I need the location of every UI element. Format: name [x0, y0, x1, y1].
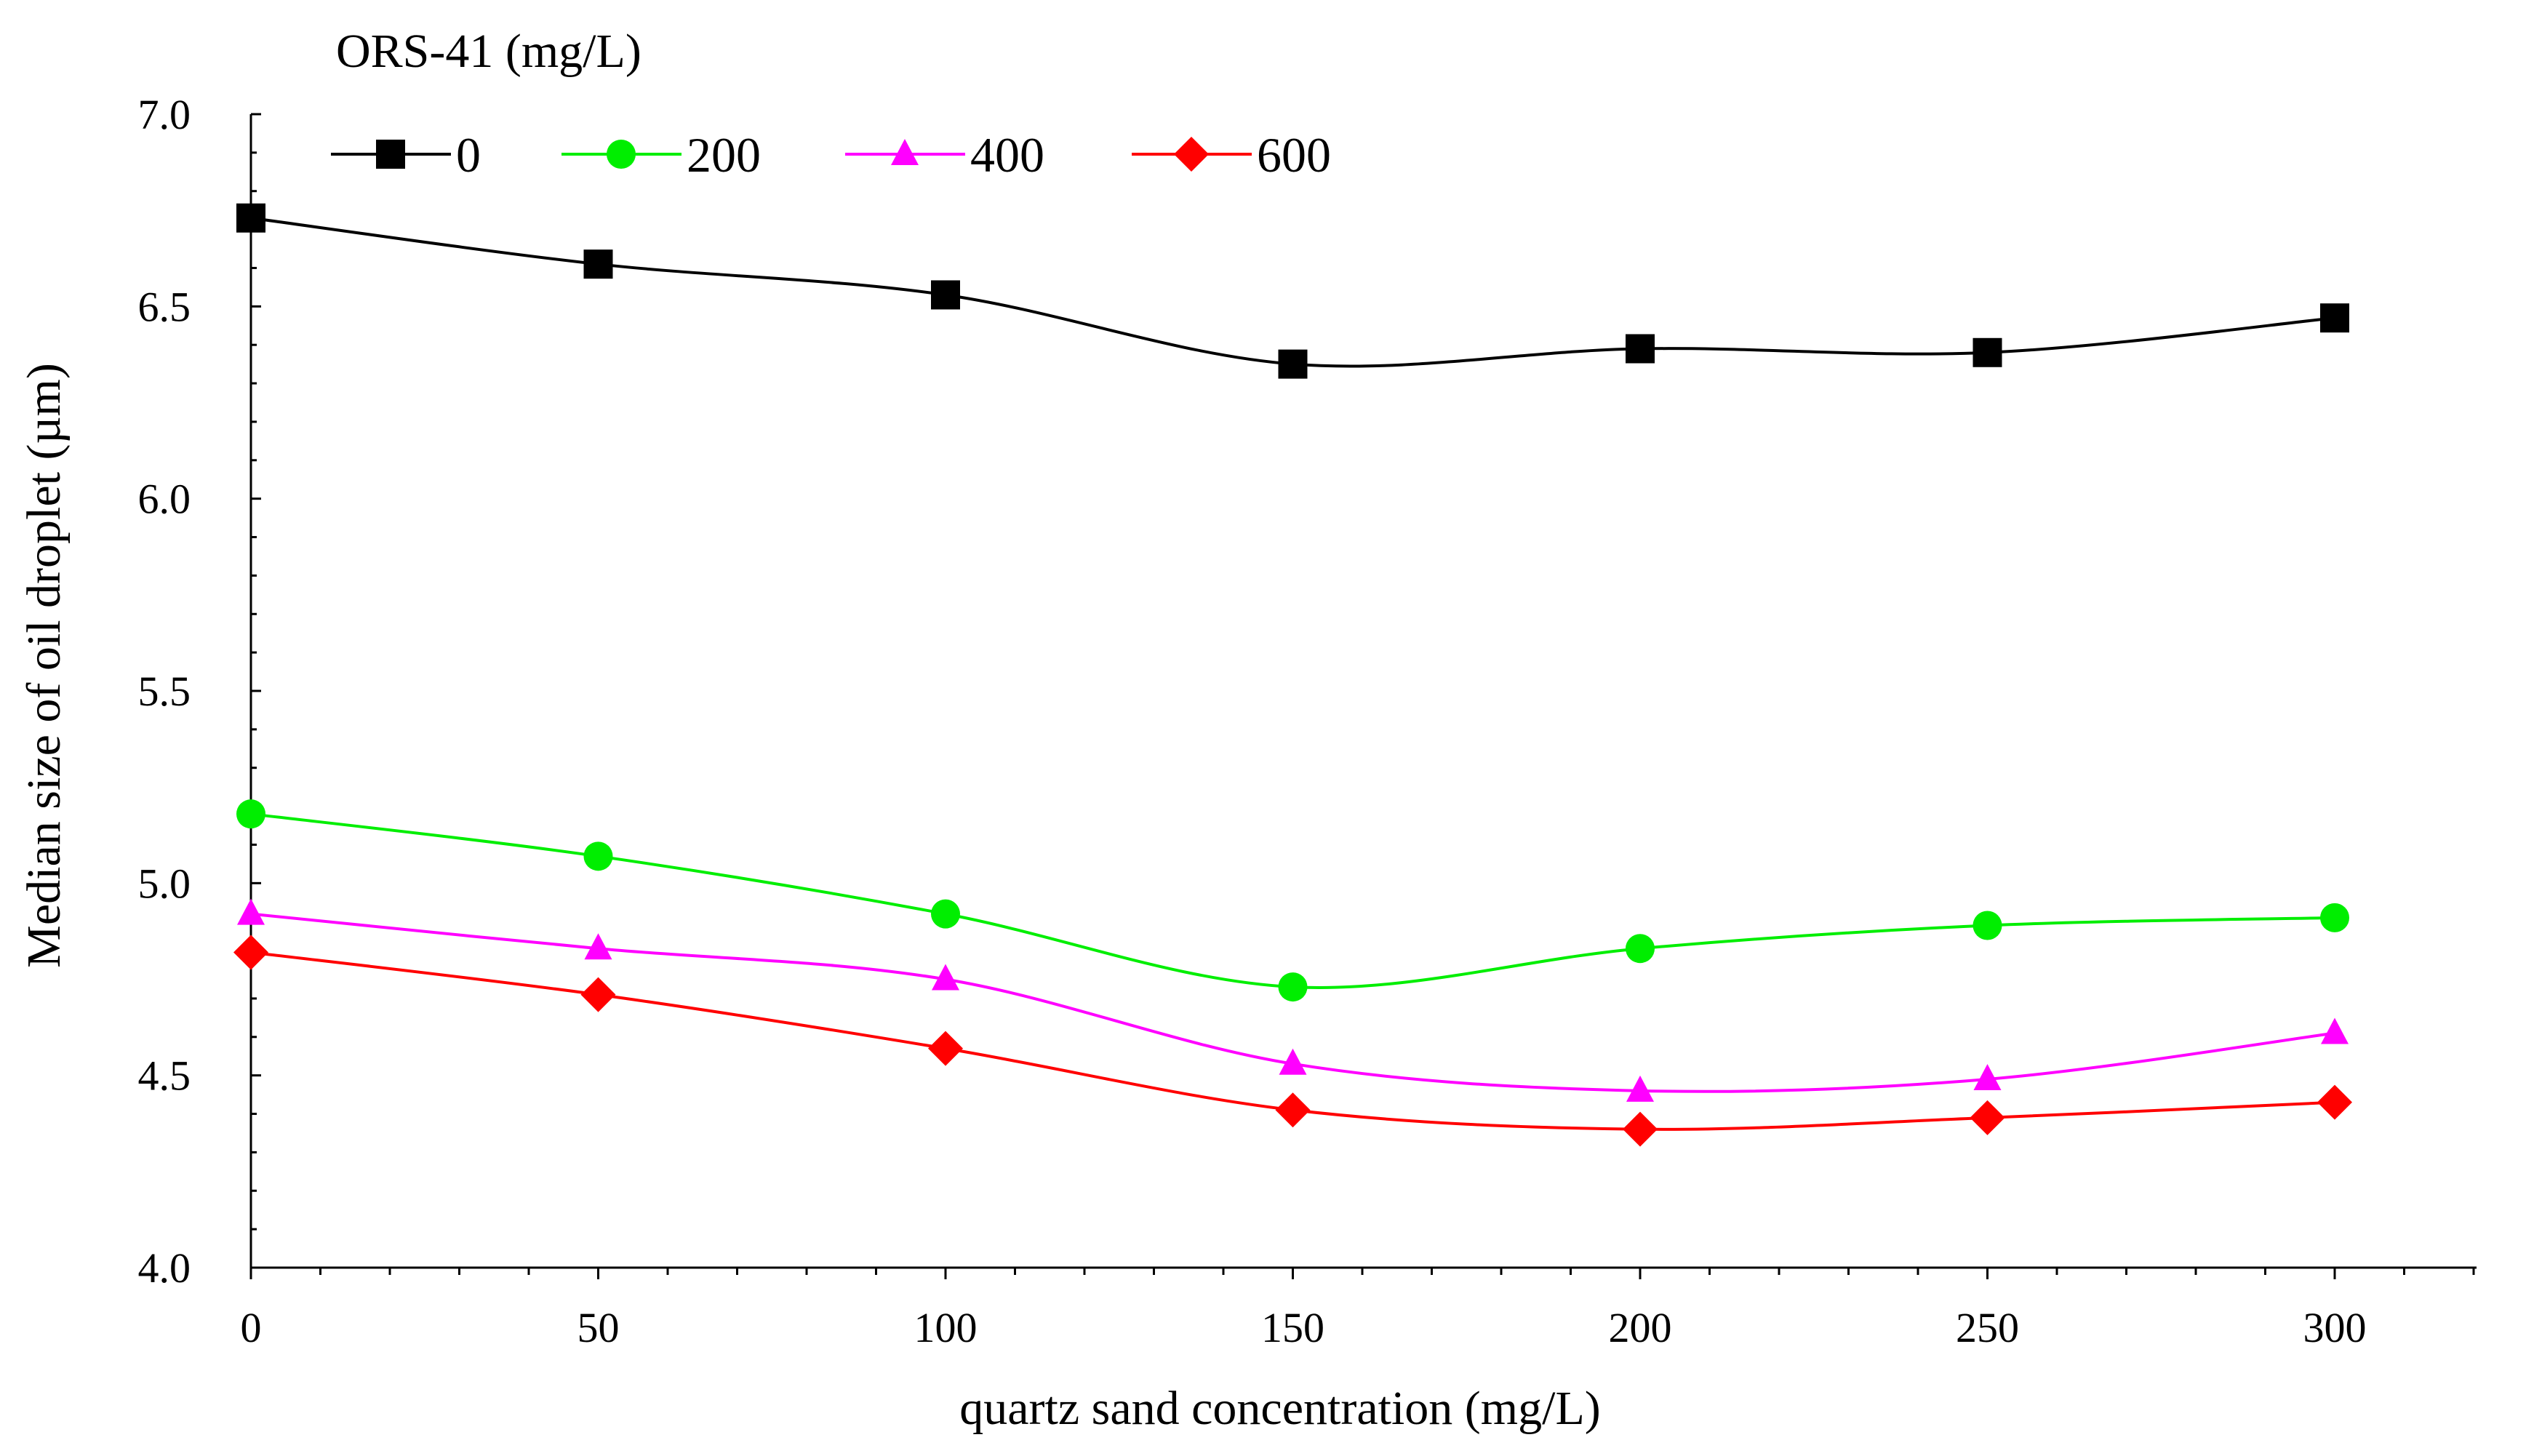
series-200	[236, 799, 2349, 1002]
data-point	[1623, 1111, 1658, 1147]
data-point	[1973, 337, 2002, 367]
data-point	[1626, 334, 1655, 364]
x-tick-label: 50	[577, 1304, 620, 1351]
data-point	[1279, 1048, 1307, 1075]
legend-item-400: 400	[845, 127, 1044, 183]
legend-item-0: 0	[331, 127, 481, 183]
data-point	[1970, 1100, 2005, 1135]
legend-label: 0	[456, 127, 481, 183]
x-tick-label: 150	[1261, 1304, 1324, 1351]
x-tick-label: 200	[1609, 1304, 1672, 1351]
data-point	[237, 898, 265, 925]
data-point	[1626, 1075, 1654, 1102]
data-point	[583, 841, 613, 871]
data-point	[2321, 1017, 2349, 1044]
x-tick-label: 0	[241, 1304, 262, 1351]
data-point	[2320, 303, 2349, 333]
data-point	[236, 203, 265, 233]
legend-label: 400	[970, 127, 1044, 183]
y-tick-label: 7.0	[138, 91, 191, 138]
data-point	[233, 935, 268, 970]
legend-item-600: 600	[1132, 127, 1331, 183]
data-point	[2320, 903, 2349, 932]
data-point	[1626, 934, 1655, 964]
x-tick-label: 100	[914, 1304, 978, 1351]
ticks-layer: 4.0 4.5 5.0 5.5 6.0 6.5 7.0 0 50 100 150 200 250 300	[138, 91, 2475, 1351]
series-layer	[233, 203, 2352, 1147]
legend-marker	[376, 140, 405, 169]
axes-layer	[249, 114, 2477, 1269]
legend-marker	[1174, 137, 1209, 172]
x-tick-label: 250	[1956, 1304, 2019, 1351]
legend-marker	[891, 139, 919, 165]
y-tick-label: 6.5	[138, 283, 191, 330]
y-tick-label: 5.5	[138, 668, 191, 715]
data-point	[931, 899, 960, 929]
series-line	[250, 216, 2335, 368]
data-point	[584, 933, 612, 960]
legend-label: 200	[687, 127, 761, 183]
series-0	[236, 203, 2349, 379]
data-point	[236, 799, 265, 829]
data-point	[931, 280, 960, 310]
legend-label: 600	[1257, 127, 1331, 183]
data-point	[1973, 911, 2002, 940]
data-point	[580, 977, 616, 1012]
data-point	[1278, 349, 1308, 379]
x-axis-title: quartz sand concentration (mg/L)	[959, 1382, 1601, 1435]
data-point	[1278, 972, 1308, 1002]
legend-item-200: 200	[561, 127, 761, 183]
series-400	[237, 898, 2349, 1102]
data-point	[1275, 1092, 1311, 1128]
series-600	[233, 935, 2352, 1147]
data-point	[932, 964, 959, 991]
y-tick-label: 4.0	[138, 1244, 191, 1292]
y-tick-label: 6.0	[138, 476, 191, 523]
data-point	[928, 1031, 963, 1066]
series-line	[250, 812, 2335, 989]
data-point	[1973, 1063, 2002, 1090]
legend-marker	[607, 140, 636, 169]
y-tick-label: 4.5	[138, 1052, 191, 1100]
y-tick-label: 5.0	[138, 860, 191, 907]
legend-title: ORS-41 (mg/L)	[336, 25, 642, 78]
data-point	[583, 249, 613, 279]
legend: ORS-41 (mg/L) 0 200 400 600	[331, 25, 1331, 183]
y-axis-title: Median size of oil droplet (µm)	[17, 363, 71, 968]
x-tick-label: 300	[2303, 1304, 2367, 1351]
data-point	[2317, 1084, 2352, 1120]
